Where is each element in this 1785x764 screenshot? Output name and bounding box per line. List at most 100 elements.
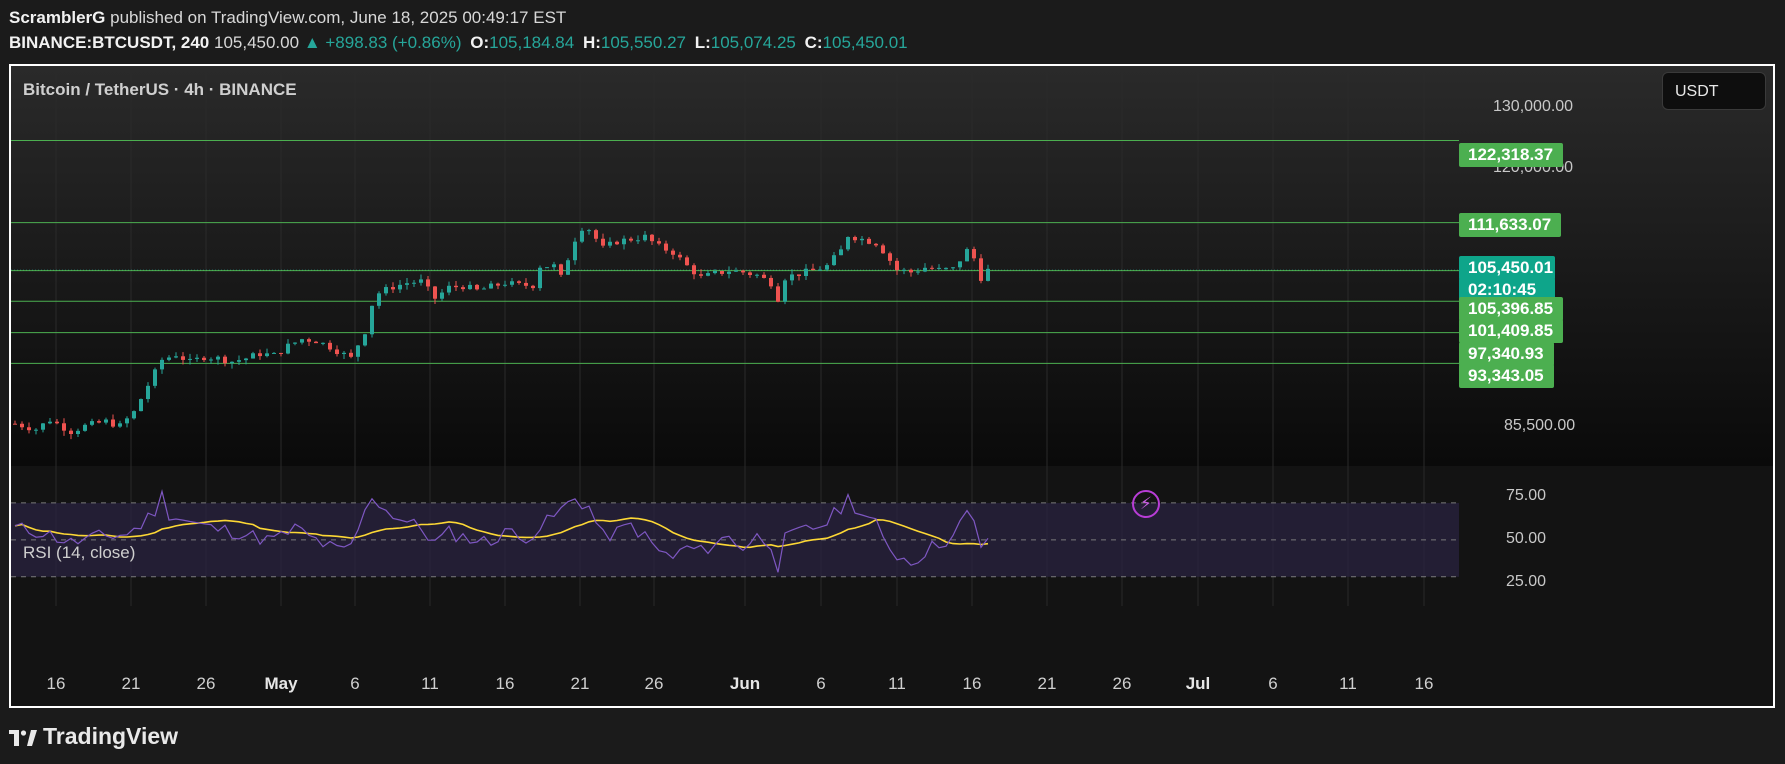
price-axis-label: 85,500.00 [1504, 417, 1576, 434]
author-name[interactable]: ScramblerG [9, 8, 106, 27]
candle-body [363, 334, 367, 346]
rsi-guide-lines [11, 502, 1459, 578]
candle-body [601, 238, 605, 246]
candle-body [132, 411, 136, 419]
time-axis-label: 11 [421, 674, 439, 693]
candle-body [244, 358, 248, 361]
candle-body [867, 238, 871, 244]
candle-body [377, 293, 381, 306]
candle-body [692, 265, 696, 275]
candle-body [615, 241, 619, 245]
time-axis-label: 16 [962, 674, 982, 693]
symbol-header: BINANCE:BTCUSDT, 240 105,450.00 ▲ +898.8… [9, 33, 908, 53]
candle-body [237, 360, 241, 362]
level-tag[interactable]: 93,343.05 [1459, 364, 1554, 388]
candle-body [384, 287, 388, 294]
high-value: 105,550.27 [600, 33, 686, 52]
candle-body [643, 234, 647, 241]
candle-body [545, 267, 549, 269]
chart-title[interactable]: Bitcoin / TetherUS · 4h · BINANCE [23, 80, 297, 99]
candle-body [153, 369, 157, 386]
candle-body [818, 269, 822, 271]
close-label: C: [804, 33, 823, 52]
candle-body [76, 430, 80, 435]
candle-body [20, 423, 24, 428]
open-label: O: [470, 33, 490, 52]
candle-body [174, 356, 178, 358]
price-axis-label: 130,000.00 [1493, 98, 1574, 115]
candles-series [13, 227, 990, 440]
candle-body [69, 430, 73, 435]
candle-body [839, 249, 843, 256]
candle-body [251, 353, 255, 359]
brand-name: TradingView [43, 723, 179, 749]
rsi-title[interactable]: RSI (14, close) [23, 543, 136, 562]
candle-body [573, 241, 577, 261]
candle-body [27, 427, 31, 431]
candle-body [83, 424, 87, 431]
candle-body [580, 230, 584, 242]
level-tag[interactable]: 105,396.85 [1459, 297, 1564, 321]
time-axis-label: May [264, 674, 298, 693]
candle-body [181, 356, 185, 360]
time-axis-label: Jun [729, 674, 761, 693]
currency-selector[interactable]: USDT [1662, 72, 1766, 110]
candle-body [727, 271, 731, 274]
time-axis-label: 21 [121, 674, 141, 693]
publish-header: ScramblerG published on TradingView.com,… [9, 8, 566, 28]
open-value: 105,184.84 [489, 33, 575, 52]
candle-body [118, 423, 122, 427]
candle-body [300, 339, 304, 343]
last-price-tag[interactable]: 105,450.01 [1459, 256, 1555, 280]
candle-body [916, 271, 920, 273]
candle-body [510, 281, 514, 285]
candle-body [811, 268, 815, 271]
candle-body [160, 359, 164, 370]
candle-body [930, 267, 934, 269]
lightning-icon[interactable]: ⚡ [1132, 490, 1160, 518]
candle-body [461, 287, 465, 290]
tradingview-footer: TradingView [9, 723, 178, 750]
candle-body [62, 423, 66, 431]
level-tag[interactable]: 122,318.37 [1459, 143, 1564, 167]
rsi-line [14, 489, 989, 573]
time-axis-label: 21 [570, 674, 590, 693]
candle-body [216, 356, 220, 360]
candle-body [426, 279, 430, 287]
time-axis-label: 11 [888, 674, 906, 693]
candle-body [524, 282, 528, 286]
candle-body [454, 285, 458, 288]
level-tag[interactable]: 101,409.85 [1459, 319, 1564, 343]
candle-body [594, 230, 598, 239]
candle-body [902, 269, 906, 271]
candle-body [279, 352, 283, 354]
candle-body [517, 281, 521, 283]
horizontal-levels[interactable] [11, 139, 1459, 364]
candle-body [272, 352, 276, 354]
rsi-axis-label: 75.00 [1506, 487, 1547, 504]
candle-body [951, 267, 955, 269]
candle-body [307, 339, 311, 342]
candle-body [559, 264, 563, 275]
candle-body [986, 268, 990, 281]
level-tag[interactable]: 111,633.07 [1459, 213, 1562, 237]
candle-body [13, 423, 17, 425]
candle-body [804, 268, 808, 276]
candle-body [391, 287, 395, 290]
chart-frame[interactable]: Bitcoin / TetherUS · 4h · BINANCE RSI (1… [9, 64, 1775, 708]
time-axis-label: 26 [644, 674, 664, 693]
level-tag[interactable]: 97,340.93 [1459, 342, 1554, 366]
candle-body [587, 230, 591, 232]
candle-body [909, 269, 913, 273]
candle-body [398, 284, 402, 290]
time-axis-label: Jul [1185, 674, 1211, 693]
candle-body [335, 349, 339, 355]
candle-body [223, 356, 227, 364]
candle-body [475, 284, 479, 290]
candle-body [706, 273, 710, 276]
time-axis-label: 16 [495, 674, 515, 693]
candle-body [125, 418, 129, 424]
candle-body [636, 240, 640, 242]
symbol-name: BINANCE:BTCUSDT, 240 [9, 33, 210, 52]
time-axis-label: 6 [816, 674, 826, 693]
